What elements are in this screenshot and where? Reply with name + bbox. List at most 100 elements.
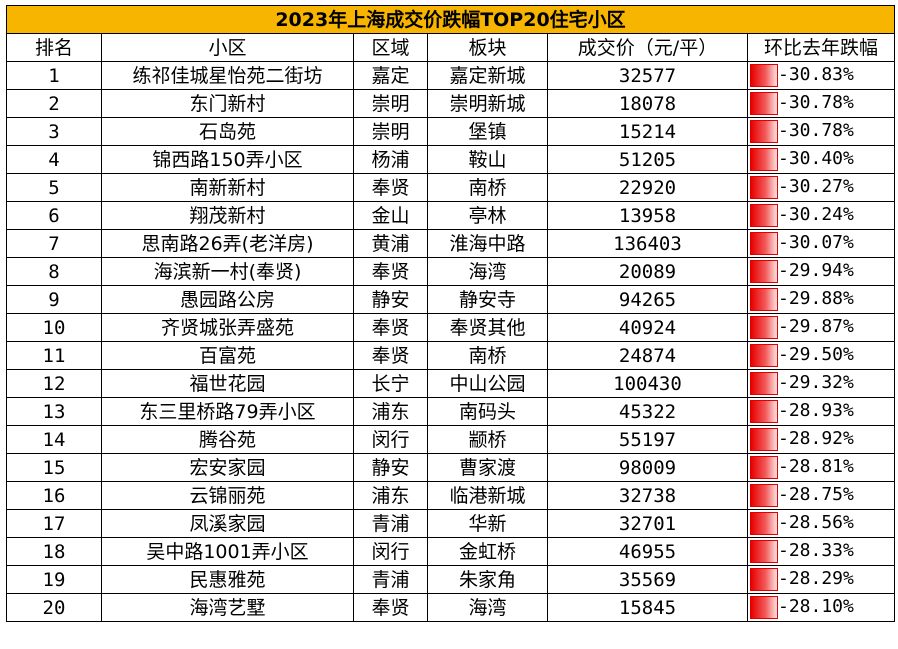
cell-block[interactable]: 曹家渡	[427, 453, 548, 482]
cell-price[interactable]: 20089	[547, 257, 748, 286]
cell-block[interactable]: 中山公园	[427, 369, 548, 398]
cell-block[interactable]: 堡镇	[427, 117, 548, 146]
cell-price[interactable]: 15214	[547, 117, 748, 146]
cell-rank[interactable]: 12	[6, 369, 102, 398]
cell-drop[interactable]: -30.24%	[747, 201, 895, 230]
cell-block[interactable]: 淮海中路	[427, 229, 548, 258]
header-block[interactable]: 板块	[427, 33, 548, 62]
cell-drop[interactable]: -28.75%	[747, 481, 895, 510]
cell-name[interactable]: 宏安家园	[101, 453, 354, 482]
cell-price[interactable]: 13958	[547, 201, 748, 230]
header-price[interactable]: 成交价（元/平）	[547, 33, 748, 62]
cell-drop[interactable]: -30.83%	[747, 61, 895, 90]
cell-price[interactable]: 94265	[547, 285, 748, 314]
cell-rank[interactable]: 6	[6, 201, 102, 230]
cell-district[interactable]: 奉贤	[353, 257, 428, 286]
cell-block[interactable]: 南桥	[427, 341, 548, 370]
cell-drop[interactable]: -28.33%	[747, 537, 895, 566]
cell-drop[interactable]: -28.81%	[747, 453, 895, 482]
cell-block[interactable]: 颛桥	[427, 425, 548, 454]
cell-name[interactable]: 锦西路150弄小区	[101, 145, 354, 174]
cell-block[interactable]: 金虹桥	[427, 537, 548, 566]
cell-drop[interactable]: -30.27%	[747, 173, 895, 202]
cell-price[interactable]: 46955	[547, 537, 748, 566]
cell-drop[interactable]: -29.32%	[747, 369, 895, 398]
cell-district[interactable]: 静安	[353, 453, 428, 482]
cell-rank[interactable]: 4	[6, 145, 102, 174]
cell-drop[interactable]: -30.07%	[747, 229, 895, 258]
cell-block[interactable]: 南码头	[427, 397, 548, 426]
cell-drop[interactable]: -28.29%	[747, 565, 895, 594]
cell-district[interactable]: 黄浦	[353, 229, 428, 258]
cell-rank[interactable]: 13	[6, 397, 102, 426]
cell-name[interactable]: 吴中路1001弄小区	[101, 537, 354, 566]
cell-block[interactable]: 亭林	[427, 201, 548, 230]
cell-block[interactable]: 南桥	[427, 173, 548, 202]
cell-block[interactable]: 海湾	[427, 593, 548, 622]
header-drop[interactable]: 环比去年跌幅	[747, 33, 895, 62]
header-name[interactable]: 小区	[101, 33, 354, 62]
cell-block[interactable]: 临港新城	[427, 481, 548, 510]
cell-block[interactable]: 奉贤其他	[427, 313, 548, 342]
cell-district[interactable]: 静安	[353, 285, 428, 314]
cell-price[interactable]: 45322	[547, 397, 748, 426]
cell-rank[interactable]: 17	[6, 509, 102, 538]
cell-rank[interactable]: 16	[6, 481, 102, 510]
cell-price[interactable]: 22920	[547, 173, 748, 202]
header-rank[interactable]: 排名	[6, 33, 102, 62]
cell-price[interactable]: 100430	[547, 369, 748, 398]
cell-district[interactable]: 浦东	[353, 397, 428, 426]
cell-district[interactable]: 金山	[353, 201, 428, 230]
cell-price[interactable]: 35569	[547, 565, 748, 594]
cell-rank[interactable]: 15	[6, 453, 102, 482]
cell-district[interactable]: 奉贤	[353, 173, 428, 202]
cell-name[interactable]: 云锦丽苑	[101, 481, 354, 510]
cell-district[interactable]: 崇明	[353, 89, 428, 118]
cell-rank[interactable]: 14	[6, 425, 102, 454]
cell-name[interactable]: 齐贤城张弄盛苑	[101, 313, 354, 342]
table-title[interactable]: 2023年上海成交价跌幅TOP20住宅小区	[6, 5, 895, 34]
cell-rank[interactable]: 2	[6, 89, 102, 118]
cell-price[interactable]: 55197	[547, 425, 748, 454]
cell-drop[interactable]: -28.56%	[747, 509, 895, 538]
cell-rank[interactable]: 18	[6, 537, 102, 566]
cell-price[interactable]: 98009	[547, 453, 748, 482]
cell-district[interactable]: 崇明	[353, 117, 428, 146]
cell-price[interactable]: 136403	[547, 229, 748, 258]
cell-drop[interactable]: -30.40%	[747, 145, 895, 174]
cell-drop[interactable]: -30.78%	[747, 89, 895, 118]
cell-block[interactable]: 海湾	[427, 257, 548, 286]
cell-block[interactable]: 崇明新城	[427, 89, 548, 118]
cell-rank[interactable]: 20	[6, 593, 102, 622]
cell-rank[interactable]: 9	[6, 285, 102, 314]
cell-district[interactable]: 青浦	[353, 565, 428, 594]
cell-rank[interactable]: 19	[6, 565, 102, 594]
cell-price[interactable]: 40924	[547, 313, 748, 342]
cell-drop[interactable]: -28.92%	[747, 425, 895, 454]
cell-name[interactable]: 思南路26弄(老洋房)	[101, 229, 354, 258]
cell-block[interactable]: 华新	[427, 509, 548, 538]
cell-drop[interactable]: -28.93%	[747, 397, 895, 426]
cell-drop[interactable]: -29.87%	[747, 313, 895, 342]
cell-name[interactable]: 南新新村	[101, 173, 354, 202]
cell-price[interactable]: 32577	[547, 61, 748, 90]
cell-rank[interactable]: 3	[6, 117, 102, 146]
cell-name[interactable]: 东三里桥路79弄小区	[101, 397, 354, 426]
cell-district[interactable]: 闵行	[353, 537, 428, 566]
cell-block[interactable]: 朱家角	[427, 565, 548, 594]
cell-district[interactable]: 长宁	[353, 369, 428, 398]
cell-rank[interactable]: 7	[6, 229, 102, 258]
cell-district[interactable]: 奉贤	[353, 341, 428, 370]
cell-rank[interactable]: 1	[6, 61, 102, 90]
cell-block[interactable]: 鞍山	[427, 145, 548, 174]
cell-district[interactable]: 嘉定	[353, 61, 428, 90]
cell-district[interactable]: 青浦	[353, 509, 428, 538]
cell-drop[interactable]: -29.88%	[747, 285, 895, 314]
cell-price[interactable]: 51205	[547, 145, 748, 174]
cell-rank[interactable]: 8	[6, 257, 102, 286]
cell-price[interactable]: 32738	[547, 481, 748, 510]
cell-name[interactable]: 东门新村	[101, 89, 354, 118]
cell-name[interactable]: 石岛苑	[101, 117, 354, 146]
cell-price[interactable]: 18078	[547, 89, 748, 118]
cell-name[interactable]: 翔茂新村	[101, 201, 354, 230]
